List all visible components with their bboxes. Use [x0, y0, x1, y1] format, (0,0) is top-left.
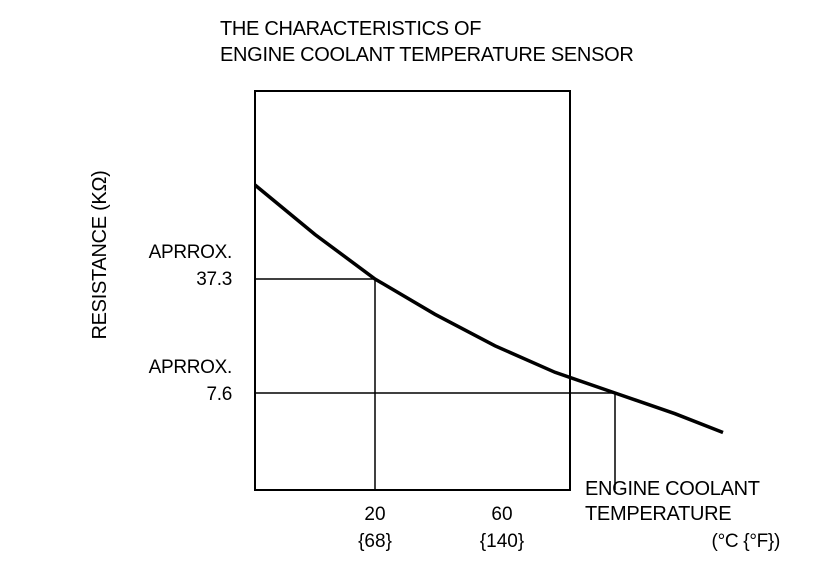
x-tick-celsius-1: 20 — [364, 504, 386, 525]
x-tick-celsius-2: 60 — [491, 504, 513, 525]
x-axis-label-line-1: ENGINE COOLANT — [585, 478, 760, 500]
y-tick-label-2: 7.6 — [206, 384, 232, 405]
chart-title-line-2: ENGINE COOLANT TEMPERATURE SENSOR — [220, 44, 634, 66]
plot-frame — [254, 90, 571, 491]
x-tick-fahrenheit-1: {68} — [358, 531, 392, 552]
resistance-curve — [253, 183, 724, 435]
x-axis-unit-label: (°C {°F}) — [711, 531, 781, 552]
y-tick-label-1: 37.3 — [196, 269, 232, 290]
y-tick-prefix-1: APRROX. — [148, 242, 233, 263]
x-tick-fahrenheit-2: {140} — [479, 531, 525, 552]
y-tick-prefix-2: APRROX. — [148, 357, 233, 378]
x-axis-label-line-2: TEMPERATURE — [585, 503, 732, 525]
chart-title-line-1: THE CHARACTERISTICS OF — [220, 18, 482, 40]
